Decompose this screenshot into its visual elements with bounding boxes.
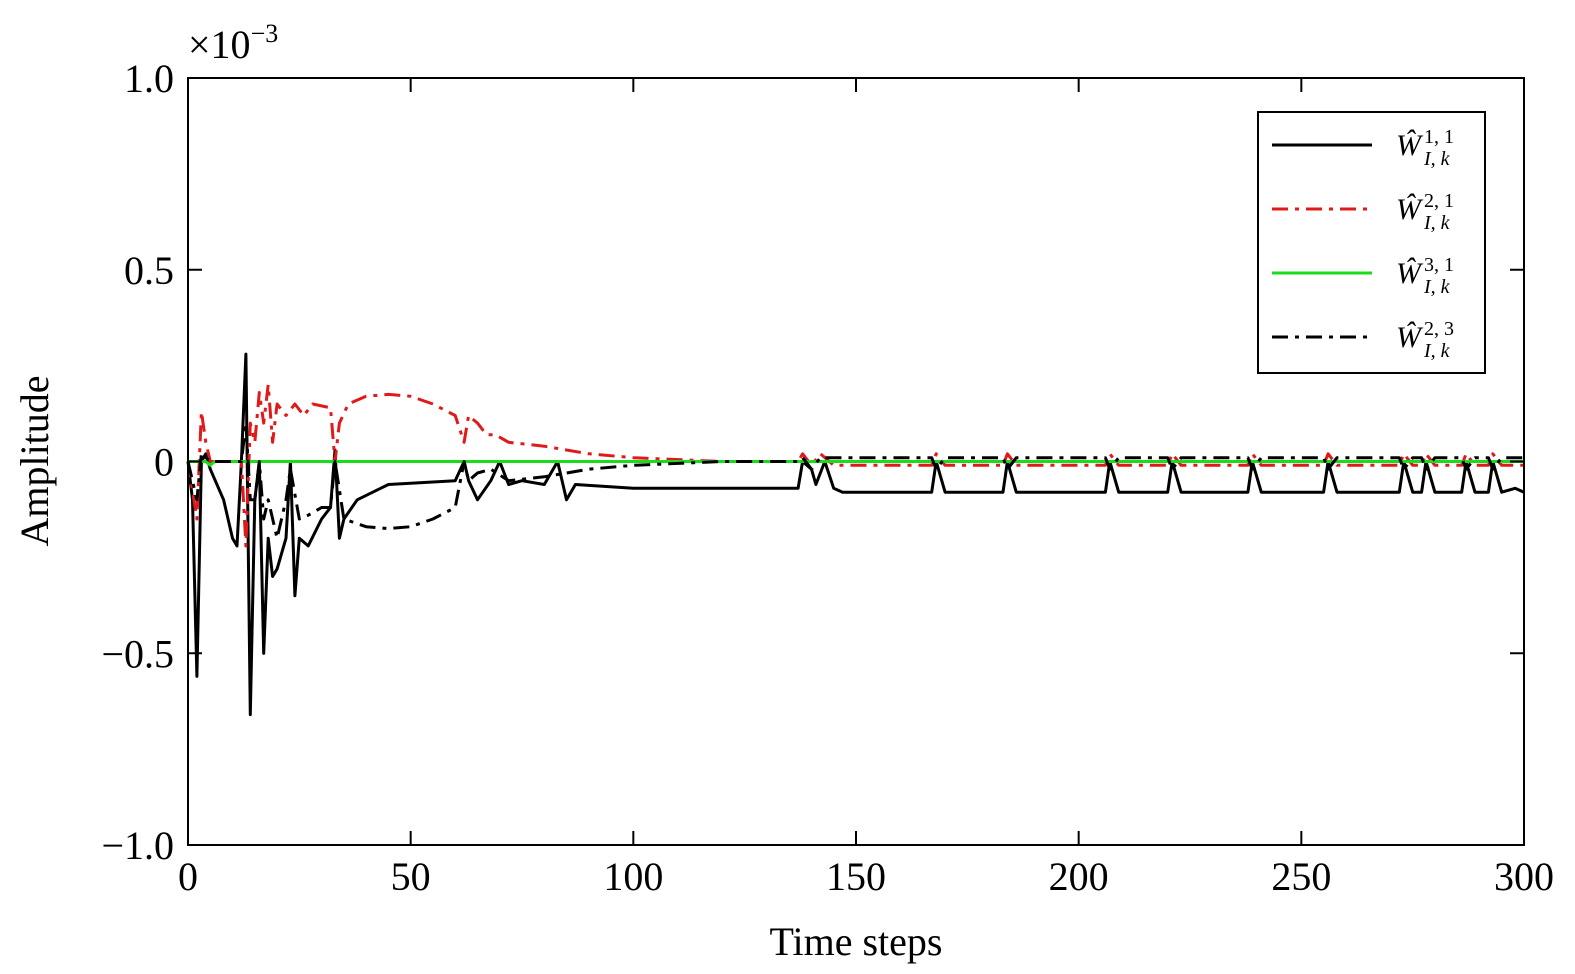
multiplier-exponent: −3 (251, 19, 279, 48)
y-tick-label: 0.5 (124, 248, 174, 293)
legend-name: Ŵ (1396, 193, 1424, 226)
legend-subscript: I, k (1423, 276, 1451, 298)
x-tick-label: 300 (1494, 854, 1554, 899)
y-tick-label: 0 (154, 440, 174, 485)
x-tick-label: 0 (178, 854, 198, 899)
legend-box (1257, 111, 1486, 374)
x-tick-label: 150 (826, 854, 886, 899)
legend-subscript: I, k (1423, 148, 1451, 170)
y-axis-label: Amplitude (12, 375, 57, 546)
legend-name: Ŵ (1396, 321, 1424, 354)
legend-subscript: I, k (1423, 212, 1451, 234)
axis-multiplier: ×10−3 (188, 19, 278, 67)
legend-subscript: I, k (1423, 340, 1451, 362)
x-tick-label: 50 (391, 854, 431, 899)
legend-label: Ŵ 2, 1 I, k (1396, 190, 1454, 234)
legend-label: Ŵ 3, 1 I, k (1396, 254, 1454, 298)
multiplier-base: ×10 (188, 22, 251, 67)
legend-superscript: 3, 1 (1424, 254, 1454, 276)
y-tick-label: 1.0 (124, 56, 174, 101)
legend-superscript: 2, 3 (1424, 318, 1454, 340)
y-tick-label: −1.0 (101, 823, 174, 868)
series-line (186, 352, 1525, 717)
y-tick-label: −0.5 (101, 631, 174, 676)
legend-superscript: 1, 1 (1424, 126, 1454, 148)
legend-superscript: 2, 1 (1424, 190, 1454, 212)
series-line (186, 383, 1524, 548)
x-tick-label: 200 (1049, 854, 1109, 899)
legend-name: Ŵ (1396, 129, 1424, 162)
series-line (186, 421, 1524, 540)
x-tick-label: 250 (1271, 854, 1331, 899)
x-tick-label: 100 (603, 854, 663, 899)
legend-name: Ŵ (1396, 257, 1424, 290)
legend-label: Ŵ 2, 3 I, k (1396, 318, 1454, 362)
legend-label: Ŵ 1, 1 I, k (1396, 126, 1454, 170)
x-axis-label: Time steps (769, 919, 942, 964)
